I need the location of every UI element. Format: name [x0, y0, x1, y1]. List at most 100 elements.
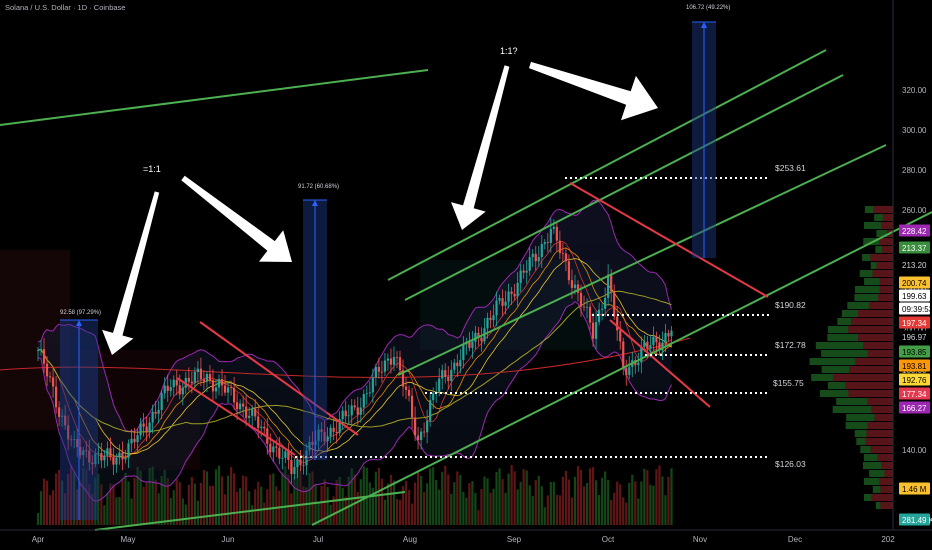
candle-body	[519, 270, 522, 283]
volume-bar	[564, 470, 568, 525]
profile-bar-down	[873, 206, 893, 213]
volume-bar	[236, 491, 239, 525]
candle-body	[459, 360, 462, 367]
volume-bar	[314, 484, 317, 525]
profile-bar-down	[866, 430, 893, 437]
candle-body	[245, 406, 248, 418]
profile-bar-up	[815, 342, 864, 349]
candle-body	[314, 440, 317, 446]
volume-bar	[239, 488, 242, 525]
volume-bar	[326, 486, 329, 525]
profile-bar-down	[863, 342, 893, 349]
volume-bar	[39, 491, 43, 525]
price-tag-text: 213.37	[902, 244, 927, 253]
candle-body	[73, 439, 76, 440]
volume-bar	[145, 482, 148, 525]
candle-body	[178, 385, 181, 395]
price-tag-text: 1.46 M	[902, 485, 927, 494]
price-tag-text: 213.20	[902, 261, 927, 270]
profile-bar-up	[827, 382, 846, 389]
candle-body	[130, 438, 133, 444]
candle-body	[109, 448, 112, 458]
profile-bar-up	[872, 486, 881, 493]
candle-body	[598, 309, 601, 323]
long-trendline	[0, 69, 429, 126]
volume-bar	[525, 470, 528, 525]
volume-bar	[567, 479, 571, 525]
volume-bar	[175, 479, 178, 525]
candle-body	[423, 431, 426, 433]
volume-bar	[226, 475, 230, 525]
price-tag	[899, 373, 930, 386]
red-flag-top	[199, 321, 359, 436]
volume-bar	[398, 500, 402, 525]
volume-bar	[474, 493, 477, 525]
volume-bar	[585, 482, 589, 525]
candle-body	[88, 450, 91, 463]
price-tag	[899, 289, 930, 302]
candle-body	[438, 378, 441, 392]
profile-bar-down	[871, 406, 893, 413]
profile-bar-up	[847, 302, 869, 309]
candle-body	[389, 358, 393, 365]
candle-body	[121, 452, 124, 460]
profile-bar-down	[878, 294, 893, 301]
arrow-to-measure	[181, 175, 292, 262]
volume-bar	[85, 469, 88, 525]
volume-bar	[341, 487, 344, 525]
price-tag	[899, 258, 930, 271]
volume-bar	[531, 495, 534, 525]
candle-body	[567, 261, 571, 281]
volume-bar	[619, 484, 622, 525]
volume-bar	[371, 487, 374, 525]
y-tick-label: 280.00	[902, 166, 927, 175]
profile-bar-down	[867, 422, 893, 429]
volume-bar	[528, 485, 531, 525]
profile-bar-up	[864, 206, 874, 213]
volume-bar	[127, 481, 130, 525]
candle-body	[404, 386, 408, 390]
candle-body	[172, 379, 175, 388]
candle-body	[441, 370, 444, 379]
candle-body	[670, 330, 673, 337]
candle-body	[447, 376, 450, 381]
volume-bar	[573, 476, 577, 525]
candle-body	[356, 407, 359, 415]
profile-bar-down	[881, 222, 893, 229]
candle-body	[576, 284, 580, 293]
volume-bar	[591, 467, 595, 525]
candle-body	[94, 453, 97, 465]
profile-bar-down	[879, 238, 893, 245]
volume-bar	[407, 490, 411, 525]
volume-profile	[809, 206, 893, 509]
candle-body	[236, 402, 239, 410]
candle-body	[570, 280, 574, 288]
candle-body	[365, 393, 368, 395]
candle-body	[489, 317, 492, 321]
volume-bar	[594, 480, 598, 525]
volume-bar	[299, 469, 302, 525]
volume-bar	[468, 483, 471, 525]
volume-bar	[223, 494, 227, 525]
candle-body	[208, 373, 212, 381]
volume-bar	[317, 503, 320, 525]
candle-body	[477, 332, 480, 338]
volume-bar	[76, 489, 79, 525]
volume-bar	[555, 494, 558, 525]
candle-body	[326, 436, 329, 442]
candle-body	[594, 322, 598, 339]
candle-body	[377, 366, 380, 372]
candle-body	[462, 344, 465, 361]
volume-bar	[208, 485, 212, 525]
candle-body	[374, 366, 377, 378]
candle-body	[513, 293, 516, 297]
volume-bar	[486, 478, 489, 525]
price-tag	[899, 482, 930, 495]
volume-bar	[480, 489, 483, 525]
candle-body	[284, 451, 287, 458]
price-tag	[899, 241, 930, 254]
volume-bar	[275, 486, 278, 525]
volume-bar	[459, 474, 462, 525]
candle-body	[537, 257, 540, 262]
